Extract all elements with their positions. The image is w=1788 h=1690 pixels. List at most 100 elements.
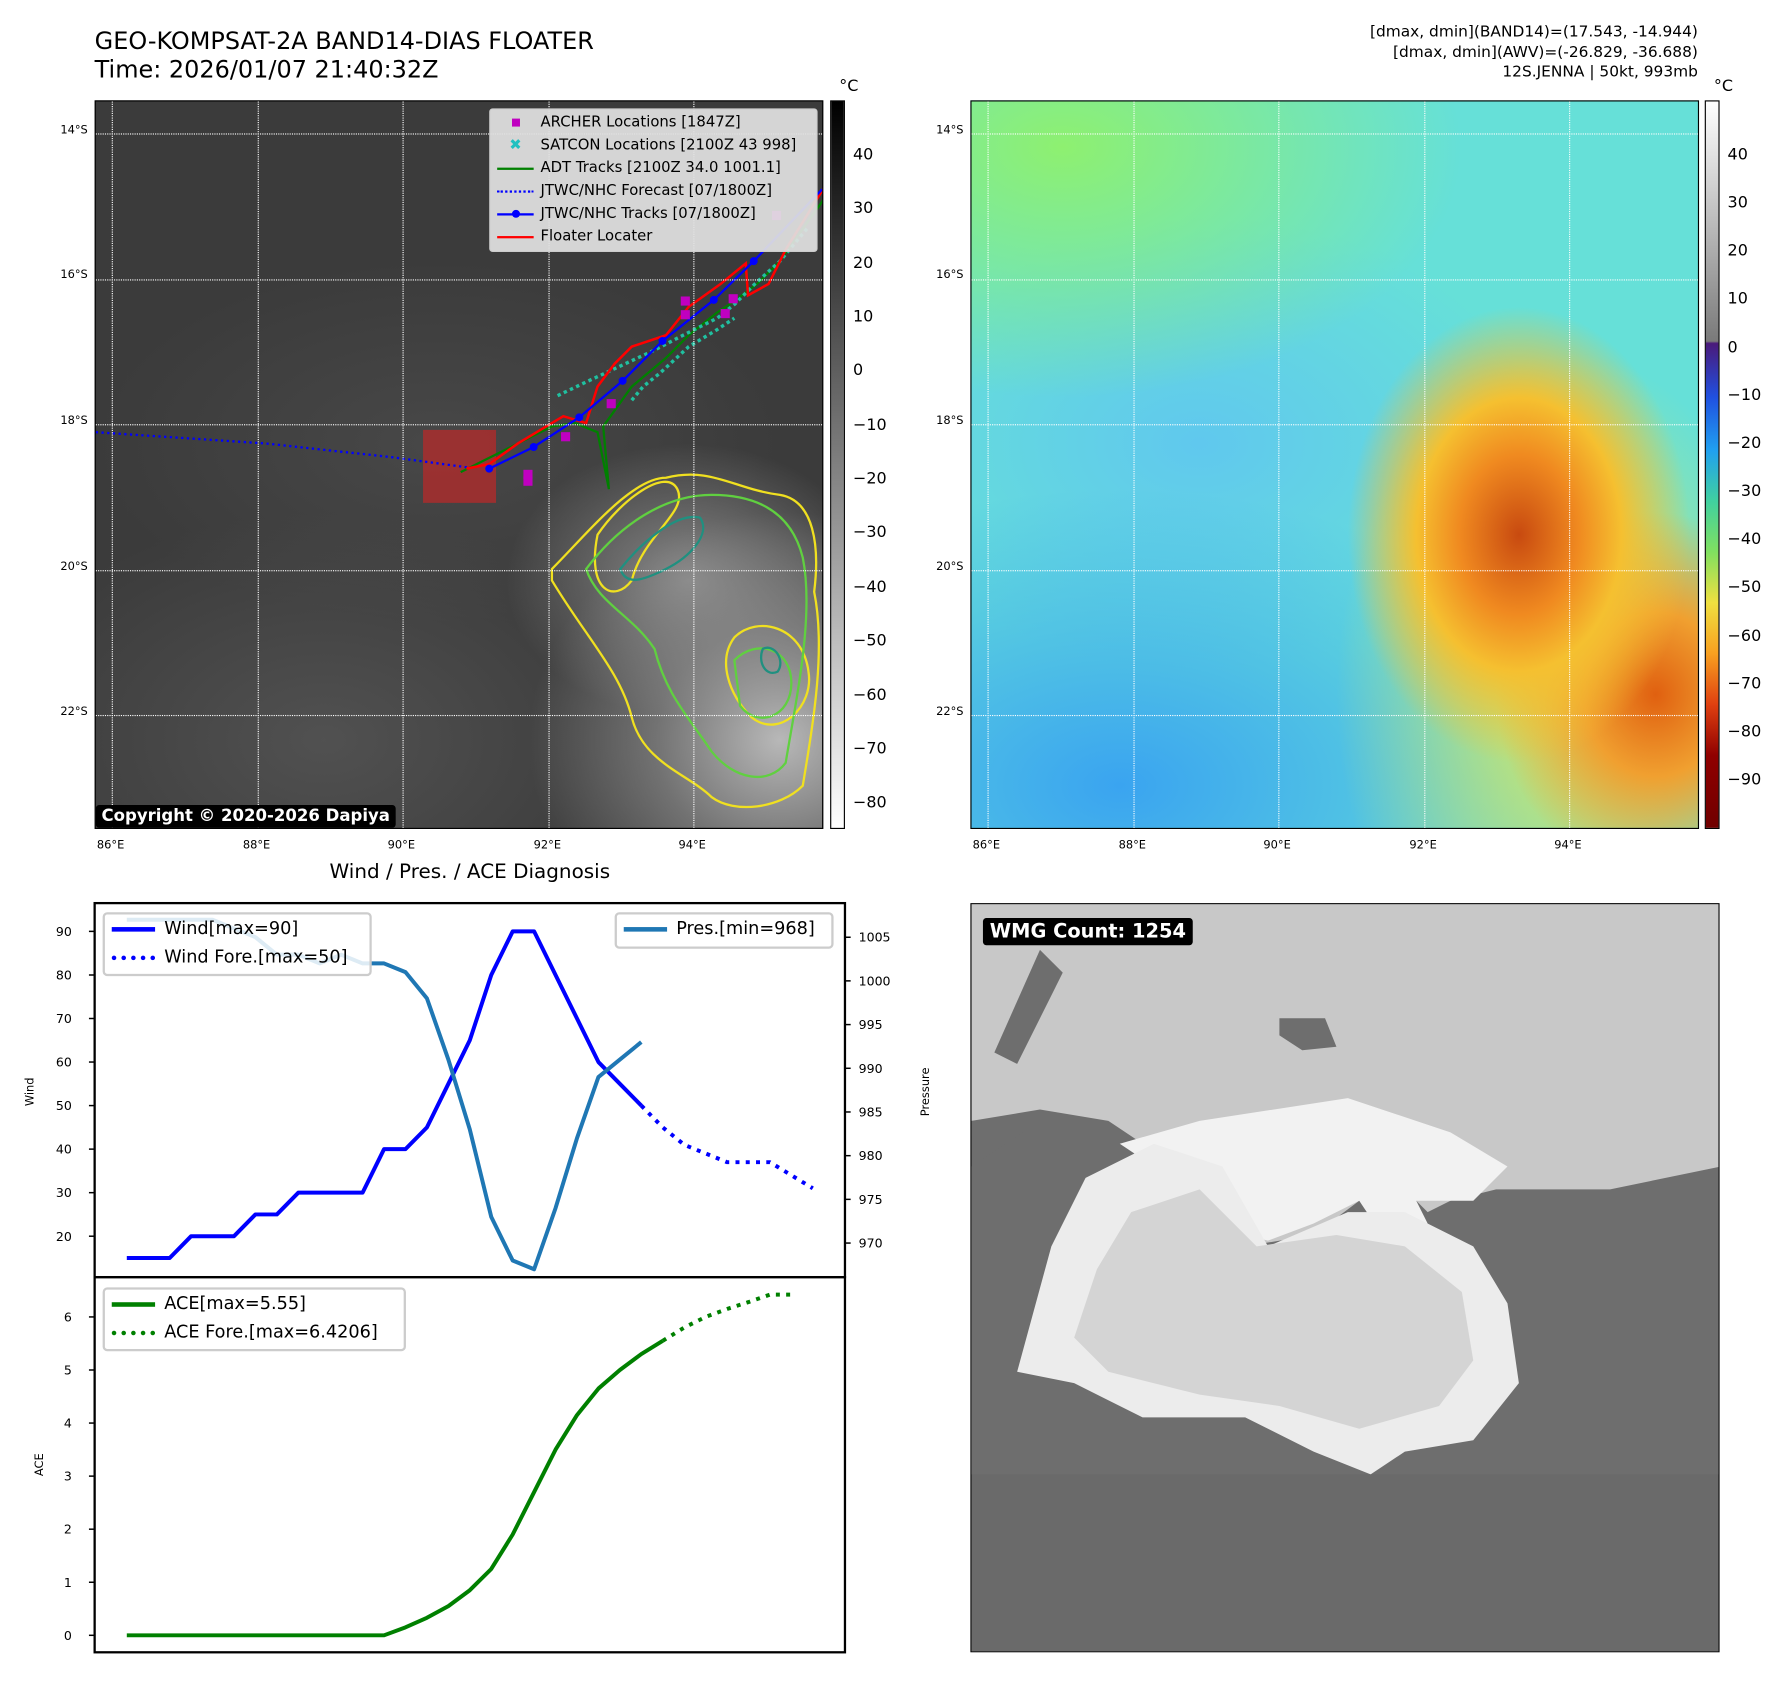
floater-locater-line — [466, 188, 823, 470]
dotted-line-icon — [111, 955, 156, 961]
y-tick-label: 2 — [64, 1522, 72, 1537]
gridline — [95, 424, 823, 426]
lon-label: 94°E — [1554, 839, 1582, 852]
pressure-legend: Pres.[min=968] — [614, 912, 834, 949]
lon-label: 94°E — [678, 839, 706, 852]
colorbar-tick-label: −30 — [1727, 482, 1762, 501]
line-icon — [111, 1302, 156, 1307]
y-tick-label: 60 — [56, 1055, 72, 1070]
ace-axis-label: ACE — [33, 1453, 47, 1477]
square-marker-icon — [497, 112, 533, 135]
map-legend: ARCHER Locations [1847Z] ✖ SATCON Locatio… — [489, 108, 818, 253]
y-tick-label: 4 — [64, 1416, 72, 1431]
wmg-bright-region — [1119, 1098, 1508, 1241]
y-tick-label: 20 — [56, 1229, 72, 1244]
figure-title: GEO-KOMPSAT-2A BAND14-DIAS FLOATER Time:… — [95, 27, 594, 84]
lon-label: 86°E — [96, 839, 125, 852]
cold-cloud-contour — [725, 624, 811, 726]
colorbar-tick-label: −80 — [852, 793, 887, 813]
colorbar-tick-label: −20 — [852, 469, 887, 489]
legend-label: ARCHER Locations [1847Z] — [540, 114, 741, 132]
colorbar-tick-label: 40 — [1727, 145, 1748, 165]
colorbar-tick-label: −90 — [1727, 770, 1762, 790]
colorbar-tick-label: −70 — [852, 739, 887, 759]
cold-cloud-contour — [760, 646, 782, 674]
satellite-title: GEO-KOMPSAT-2A BAND14-DIAS FLOATER — [94, 27, 594, 55]
lat-label: 18°S — [60, 415, 88, 428]
y2-tick-label: 995 — [859, 1017, 883, 1032]
colorbar-tick-label: 30 — [1727, 194, 1748, 213]
legend-label: Pres.[min=968] — [676, 917, 815, 939]
legend-label: ADT Tracks [2100Z 34.0 1001.1] — [540, 159, 781, 177]
gridline — [1132, 101, 1135, 828]
jtwc-forecast-line — [95, 431, 469, 469]
legend-ace: ACE[max=5.55] — [105, 1290, 404, 1319]
wmg-bright-region — [971, 904, 1719, 1247]
colorbar-tick-label: −10 — [1727, 386, 1762, 405]
gridline — [971, 569, 1698, 571]
colorbar-tick-label: 20 — [1727, 242, 1748, 261]
wmg-count-label: WMG Count: 1254 — [982, 917, 1193, 946]
colorbar-tick-label: −60 — [852, 685, 887, 705]
lat-label: 22°S — [60, 705, 88, 719]
legend-label: ACE[max=5.55] — [164, 1293, 306, 1314]
colorbar-tick-label: 10 — [1727, 290, 1748, 309]
legend-label: ACE Fore.[max=6.4206] — [164, 1321, 378, 1343]
awv-range: [dmax, dmin](AWV)=(-26.829, -36.688) — [1393, 42, 1698, 62]
colorbar-tick-label: −60 — [1727, 626, 1762, 645]
lon-label: 90°E — [387, 839, 416, 852]
gridline — [971, 424, 1698, 426]
y-tick-label: 70 — [56, 1011, 72, 1026]
gridline — [95, 714, 823, 717]
colorbar-tick-label: −70 — [1727, 674, 1762, 693]
y-tick-label: 3 — [64, 1469, 72, 1484]
jtwc-track-line — [488, 188, 823, 470]
colorbar-tick-label: 30 — [852, 199, 874, 219]
cold-cloud-contour — [593, 480, 681, 593]
satcon-locations — [630, 316, 736, 402]
gridline — [1278, 101, 1280, 828]
gridline — [1569, 101, 1571, 828]
storm-summary: 12S.JENNA | 50kt, 993mb — [1502, 62, 1698, 81]
lon-label: 92°E — [1409, 839, 1437, 852]
time-label: Time: 2026/01/07 21:40:32Z — [94, 55, 439, 84]
colorbar-tick-label: −50 — [1727, 578, 1762, 597]
wmg-dark-patch — [994, 949, 1063, 1064]
colorbar-tick-label: −40 — [1727, 530, 1762, 549]
ace-legend: ACE[max=5.55] ACE Fore.[max=6.4206] — [102, 1287, 406, 1352]
colorbar-tick-label: 0 — [1727, 338, 1738, 357]
y-tick-label: 50 — [56, 1098, 72, 1113]
y-tick-label: 80 — [56, 968, 72, 983]
colorbar-unit: °C — [1713, 77, 1734, 96]
ir-color-map — [970, 100, 1700, 829]
lon-label: 90°E — [1263, 839, 1291, 852]
gridline — [257, 101, 259, 828]
colorbar-tick-label: −10 — [852, 415, 887, 435]
legend-archer: ARCHER Locations [1847Z] — [490, 112, 816, 135]
lat-label: 18°S — [936, 415, 964, 428]
gridline — [971, 278, 1698, 280]
series-line-ace-fore-max- — [661, 1292, 792, 1343]
y-tick-label: 90 — [56, 924, 72, 939]
line-dot-icon — [497, 203, 534, 226]
legend-adt: ADT Tracks [2100Z 34.0 1001.1] — [490, 157, 816, 180]
plot-frame — [93, 1275, 847, 1654]
wmg-panel: WMG Count: 1254 — [970, 903, 1720, 1653]
lat-label: 14°S — [60, 124, 88, 137]
rainbow-colorbar — [1704, 100, 1720, 829]
jtwc-track-points — [485, 257, 758, 473]
legend-jtwc-forecast: JTWC/NHC Forecast [07/1800Z] — [490, 180, 816, 203]
y2-tick-label: 980 — [859, 1148, 883, 1163]
gridline — [95, 278, 823, 280]
y-tick-label: 5 — [64, 1363, 72, 1378]
gridline — [693, 101, 695, 828]
colorbar-tick-label: 10 — [852, 307, 874, 327]
wmg-bright-region — [1074, 1189, 1474, 1429]
legend-jtwc-tracks: JTWC/NHC Tracks [07/1800Z] — [490, 203, 816, 226]
colorbar-tick-label: 0 — [852, 361, 864, 381]
storm-overlay — [95, 188, 823, 809]
legend-wind-fore: Wind Fore.[max=50] — [105, 943, 370, 972]
lat-label: 16°S — [936, 269, 964, 282]
gridline — [1423, 101, 1425, 828]
storm-info: [dmax, dmin](BAND14)=(17.543, -14.944) [… — [1370, 23, 1698, 83]
